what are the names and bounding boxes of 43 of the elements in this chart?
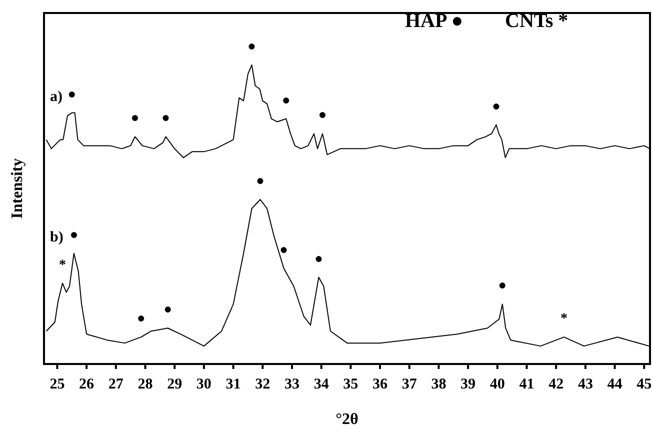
text: HAP ●: [405, 10, 464, 32]
annotation: *: [58, 258, 66, 273]
x-tick-label: 25: [50, 376, 65, 392]
annotation: ●: [314, 252, 323, 267]
annotation: ●: [136, 312, 146, 327]
x-tick-label: 36: [372, 376, 388, 392]
series-label: b): [50, 229, 64, 246]
x-tick-label: 45: [636, 376, 652, 392]
annotation: ●: [68, 87, 76, 102]
x-tick-label: 35: [343, 376, 358, 392]
x-tick-label: 43: [578, 376, 593, 392]
x-tick-label: 33: [284, 376, 300, 392]
y-axis-title: Intensity: [9, 158, 26, 219]
x-tick-label: 31: [226, 376, 241, 392]
x-tick-label: 30: [196, 376, 212, 392]
series-label: a): [50, 88, 62, 105]
annotation: ●: [256, 174, 265, 190]
x-tick-label: 29: [167, 376, 182, 392]
x-tick-label: 26: [79, 376, 95, 392]
x-tick-label: 42: [548, 376, 564, 392]
x-tick-label: 32: [255, 376, 270, 392]
annotation: ●: [164, 302, 172, 318]
text: CNTs *: [505, 10, 568, 32]
annotation: ●: [70, 228, 78, 243]
x-tick-label: 27: [108, 376, 124, 392]
x-tick-label: 44: [607, 376, 623, 392]
x-tick-label: 38: [431, 376, 446, 392]
annotation: ●: [318, 108, 327, 124]
annotation: ●: [498, 278, 507, 294]
x-tick-label: 39: [460, 376, 476, 392]
x-tick-label: 34: [314, 376, 330, 392]
annotation: ●: [248, 39, 256, 54]
x-tick-label: 40: [490, 376, 505, 392]
annotation: ●: [492, 99, 500, 114]
x-axis-title: °2θ: [336, 411, 358, 428]
annotation: ●: [282, 93, 290, 108]
annotation: ●: [130, 111, 140, 126]
x-tick-label: 37: [402, 376, 418, 392]
x-tick-label: 28: [138, 376, 153, 392]
x-tick-label: 41: [519, 376, 534, 392]
annotation: ●: [280, 242, 288, 258]
annotation: *: [560, 312, 568, 327]
annotation: ●: [162, 111, 170, 126]
